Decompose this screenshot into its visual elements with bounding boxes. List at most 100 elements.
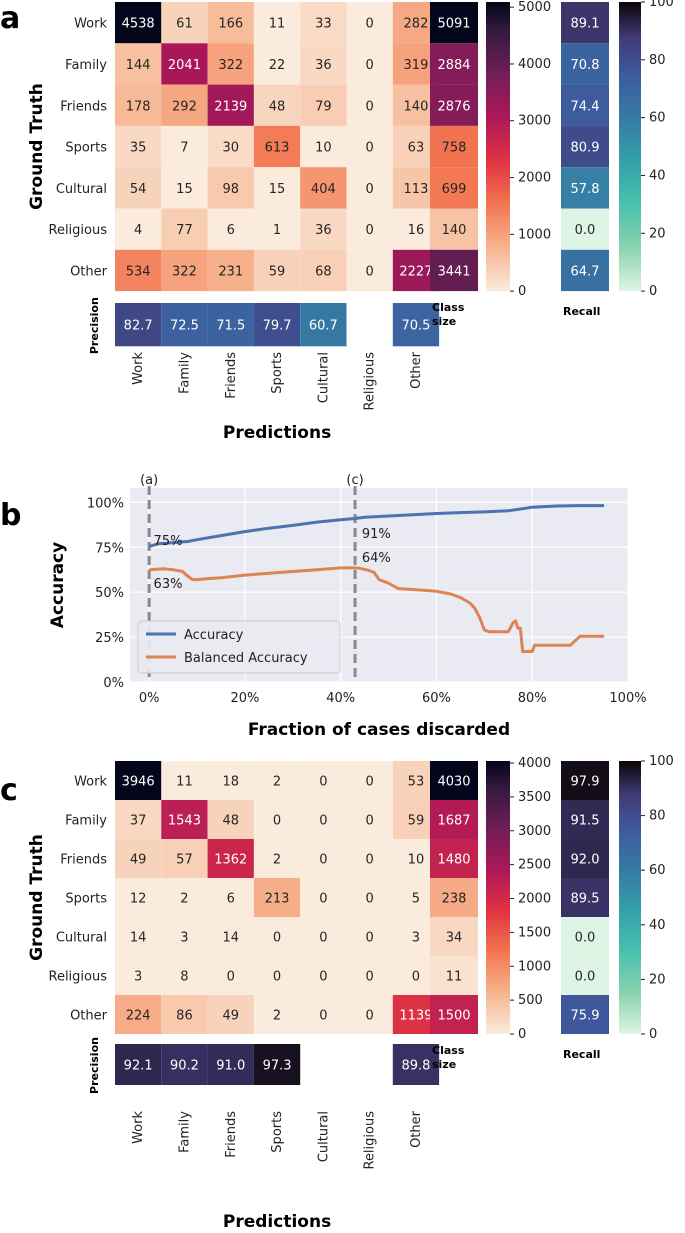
class-size-cell [430,208,478,250]
precision-cell [392,303,440,347]
precision-value: 89.8 [401,1059,430,1074]
cell-value: 48 [222,814,239,829]
matrix-cell [300,167,347,209]
precision-value: 92.1 [124,1059,153,1074]
class-size-value: 1500 [437,1009,470,1024]
precision-cell [161,303,208,347]
recall-value: 89.5 [571,892,600,907]
precision-cell [207,1044,254,1085]
cell-value: 3 [412,931,420,946]
cell-value: 224 [126,1009,151,1024]
cell-value: 11 [269,17,286,32]
cell-value: 48 [269,99,286,114]
recall-value: 64.7 [571,264,600,279]
row-label: Other [70,1009,108,1024]
cell-value: 0 [319,892,327,907]
column-label: Sports [270,1111,285,1153]
class-size-cell [430,249,478,292]
y-tick-label: 0% [103,676,124,691]
cell-value: 14 [222,931,239,946]
class-size-label: Class size [432,1044,465,1071]
cell-value: 322 [218,58,243,73]
recall-colorbar [619,2,641,292]
class-size-value: 2876 [437,99,470,114]
y-axis-title: Ground Truth [27,83,47,210]
matrix-cell [300,43,347,85]
colorbar-tick-label: 80 [649,53,666,68]
y-axis-title: Ground Truth [27,834,47,961]
recall-cell [561,208,609,250]
matrix-cell [161,84,208,126]
colorbar-tick-label: 60 [649,111,666,126]
cell-value: 15 [176,182,193,197]
matrix-cell [346,995,393,1034]
x-tick-label: 80% [518,691,547,706]
balanced-accuracy-line [149,566,605,653]
cell-value: 86 [176,1009,193,1024]
cell-value: 6 [227,223,235,238]
x-tick-label: 40% [326,691,355,706]
matrix-cell [115,995,162,1034]
cell-value: 2041 [168,58,201,73]
row-label: Work [74,775,107,790]
row-label: Family [65,58,107,73]
accuracy-line-chart: 0% 20% 40% 60% 80% 100% 0% 25% 50% 75% 100% (a) (c) 7… [48,473,647,740]
x-tick-label: 60% [422,691,451,706]
colorbar-tick-label: 4000 [518,57,551,72]
class-size-value: 34 [446,931,463,946]
cell-value: 0 [319,814,327,829]
matrix-cell [346,878,393,917]
cell-value: 77 [176,223,193,238]
precision-value: 82.7 [124,319,153,334]
class-size-cell [430,2,478,44]
cell-value: 15 [269,182,286,197]
colorbar-tick-label: 60 [649,863,666,878]
matrix-cell [115,249,162,292]
colorbar-tick-label: 1000 [518,959,551,974]
matrix-cell [207,43,254,85]
matrix-cell [115,878,162,917]
recall-cell [561,878,609,917]
row-label: Friends [60,853,107,868]
matrix-cell [346,800,393,839]
cell-value: 0 [366,853,374,868]
precision-cell [207,303,254,347]
column-label: Friends [224,352,239,399]
recall-value: 75.9 [571,1009,600,1024]
matrix-cell [253,917,301,956]
matrix-cell [346,2,393,44]
matrix-cell [207,995,254,1034]
colorbar-tick-label: 500 [518,993,543,1008]
cell-value: 49 [130,853,147,868]
matrix-cell [207,249,254,292]
matrix-cell [253,125,301,168]
class-size-value: 238 [442,892,467,907]
legend-entry: Balanced Accuracy [184,651,308,666]
row-label: Sports [65,141,107,156]
matrix-cell [300,800,347,839]
panel-label-b: b [0,498,21,533]
matrix-cell [300,761,347,800]
colorbar-tick-label: 0 [518,284,526,299]
matrix-cell [161,208,208,250]
cell-value: 613 [265,141,290,156]
matrix-cell [253,249,301,292]
legend-entry: Accuracy [184,628,244,643]
matrix-cell [115,800,162,839]
recall-value: 97.9 [571,775,600,790]
cell-value: 36 [315,223,332,238]
cell-value: 2 [180,892,188,907]
row-label: Religious [49,970,108,985]
cell-value: 2139 [214,99,247,114]
cell-value: 5 [412,892,420,907]
colorbar-tick-label: 3000 [518,114,551,129]
matrix-cell [253,956,301,995]
cell-value: 14 [130,931,147,946]
matrix-cell [115,84,162,126]
reference-line-label: (c) [346,473,363,488]
precision-label: Precision [88,1037,101,1094]
matrix-cell [300,995,347,1034]
precision-cell [253,303,301,347]
cell-value: 0 [273,814,281,829]
colorbar-tick-label: 4000 [518,756,551,771]
